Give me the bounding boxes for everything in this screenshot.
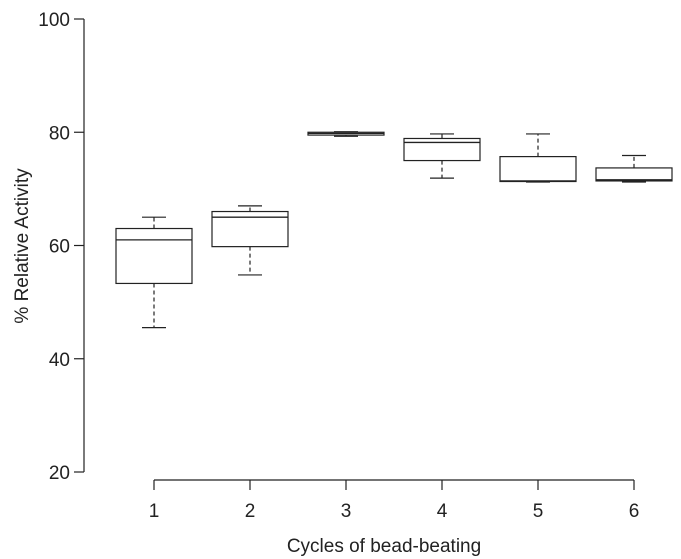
box-3 <box>307 131 385 137</box>
x-tick-label: 6 <box>629 501 640 522</box>
y-tick-label: 40 <box>49 350 70 371</box>
x-tick-label: 4 <box>437 501 448 522</box>
x-axis-label: Cycles of bead-beating <box>287 536 481 557</box>
x-axis: 1 2 3 4 5 6 <box>149 479 640 522</box>
y-axis: 20 40 60 80 100 <box>38 10 85 484</box>
x-tick-label: 1 <box>149 501 160 522</box>
y-tick-label: 20 <box>49 463 70 484</box>
y-tick-label: 80 <box>49 123 70 144</box>
interquartile-box <box>499 155 577 183</box>
interquartile-box <box>403 137 481 162</box>
interquartile-box <box>595 167 673 182</box>
interquartile-box <box>115 227 193 285</box>
box-1 <box>115 216 193 329</box>
y-tick-label: 60 <box>49 237 70 258</box>
x-tick-label: 3 <box>341 501 352 522</box>
boxes <box>115 131 673 329</box>
box-5 <box>499 133 577 183</box>
x-tick-label: 2 <box>245 501 256 522</box>
y-tick-label: 100 <box>38 10 70 31</box>
box-6 <box>595 154 673 183</box>
box-4 <box>403 133 481 179</box>
x-tick-label: 5 <box>533 501 544 522</box>
y-axis-label: % Relative Activity <box>12 168 33 324</box>
box-2 <box>211 205 289 276</box>
